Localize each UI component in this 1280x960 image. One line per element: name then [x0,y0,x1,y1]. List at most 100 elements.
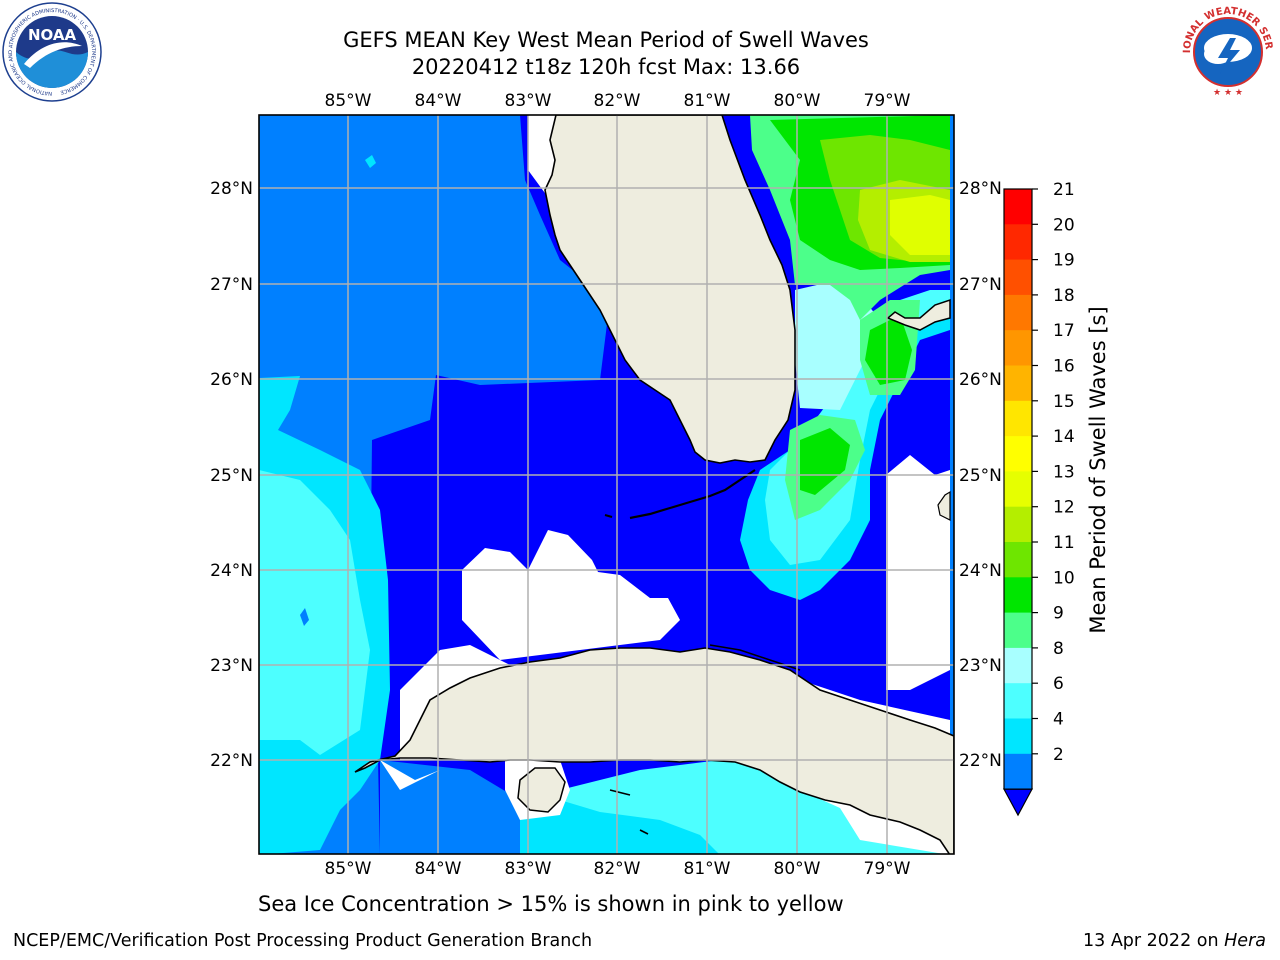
colorbar-swatch [1004,436,1032,472]
colorbar-tick-label: 13 [1053,462,1075,482]
colorbar-swatch [1004,577,1032,614]
colorbar-tick-label: 2 [1053,745,1064,765]
chart-title-line-1: GEFS MEAN Key West Mean Period of Swell … [343,28,869,52]
footer-date-text: 13 Apr 2022 on [1083,931,1225,951]
colorbar-swatch [1004,718,1032,755]
colorbar-swatch [1004,259,1032,296]
colorbar-tick-label: 16 [1053,357,1075,377]
lat-label-left: 25°N [210,466,253,486]
colorbar: 21 20 19 18 17 16 15 14 13 12 11 10 9 8 6 4 2 [1002,180,1075,817]
colorbar-tick-label: 18 [1053,286,1075,306]
lon-label-top: 81°W [684,91,731,111]
svg-text:NOAA: NOAA [28,26,77,44]
colorbar-tick-label: 4 [1053,710,1064,730]
field-6s-south [520,800,719,854]
lat-label-left: 27°N [210,275,253,295]
lat-label-right: 24°N [959,561,1002,581]
lat-label-right: 27°N [959,275,1002,295]
colorbar-tick-label: 10 [1053,568,1075,588]
map-area [259,115,954,854]
field-spot-west [300,608,309,626]
lon-label-bottom: 85°W [325,859,372,879]
lat-label-right: 25°N [959,466,1002,486]
lon-label-top: 83°W [505,91,552,111]
florida-keys-2 [604,514,613,518]
colorbar-swatch [1004,612,1032,649]
colorbar-swatch [1004,542,1032,578]
colorbar-label: Mean Period of Swell Waves [s] [1086,306,1110,634]
colorbar-swatch [1004,294,1032,331]
lat-label-left: 24°N [210,561,253,581]
lat-label-left: 22°N [210,751,253,771]
lat-label-right: 22°N [959,751,1002,771]
field-spot-north [365,155,376,168]
colorbar-tick-label: 14 [1053,427,1075,447]
lon-label-bottom: 83°W [505,859,552,879]
colorbar-tick-label: 9 [1053,604,1064,624]
colorbar-tick-label: 15 [1053,392,1075,412]
gridlines [259,115,954,854]
lat-labels-right: 28°N 27°N 26°N 25°N 24°N 23°N 22°N [959,179,1002,771]
lon-label-bottom: 84°W [415,859,462,879]
lon-label-top: 82°W [594,91,641,111]
lat-label-right: 28°N [959,179,1002,199]
nodata-east [886,455,950,690]
field-11s-mid [865,315,912,385]
lon-label-top: 84°W [415,91,462,111]
svg-text:★ ★ ★: ★ ★ ★ [1213,88,1243,98]
lon-label-bottom: 82°W [594,859,641,879]
colorbar-extend-arrow [1002,788,1034,817]
colorbar-swatch [1004,753,1032,790]
lon-label-top: 79°W [864,91,911,111]
florida-land [544,115,796,464]
colorbar-tick-label: 21 [1053,180,1075,200]
sea-ice-caption: Sea Ice Concentration > 15% is shown in … [258,892,844,916]
colorbar-swatch [1004,683,1032,719]
field-14s-north [890,195,950,255]
colorbar-swatch [1004,365,1032,402]
isla-juventud [517,767,566,813]
lon-label-bottom: 80°W [774,859,821,879]
colorbar-swatch [1004,647,1032,684]
bahamas-andros [937,490,951,521]
colorbar-swatch [1004,506,1032,543]
florida-keys [629,469,756,520]
map-frame [258,114,955,855]
chart-title-line-2: 20220412 t18z 120h fcst Max: 13.66 [411,55,801,79]
footer-credit: NCEP/EMC/Verification Post Processing Pr… [13,931,593,951]
lon-labels-bottom: 85°W 84°W 83°W 82°W 81°W 80°W 79°W [325,859,911,879]
lat-label-left: 26°N [210,370,253,390]
colorbar-swatch [1004,330,1032,366]
lon-label-bottom: 81°W [684,859,731,879]
lon-label-top: 85°W [325,91,372,111]
lat-label-left: 23°N [210,656,253,676]
footer-host: Hera [1224,931,1266,951]
lat-label-right: 26°N [959,370,1002,390]
colorbar-swatch [1004,471,1032,508]
colorbar-tick-label: 20 [1053,215,1075,235]
lat-label-right: 23°N [959,656,1002,676]
colorbar-tick-label: 8 [1053,639,1064,659]
lat-label-left: 28°N [210,179,253,199]
lon-label-bottom: 79°W [864,859,911,879]
lat-labels-left: 28°N 27°N 26°N 25°N 24°N 23°N 22°N [210,179,253,771]
colorbar-tick-label: 11 [1053,533,1075,553]
noaa-logo: NOAA NATIONAL OCEANIC AND ATMOSPHERIC AD… [2,2,102,102]
nodata-south-1 [380,760,440,790]
colorbar-tick-label: 6 [1053,674,1064,694]
colorbar-swatch [1004,189,1032,225]
colorbar-tick-label: 17 [1053,321,1075,341]
colorbar-swatch [1004,400,1032,437]
nodata-shelf-1 [462,530,680,660]
colorbar-frame [1003,188,1033,790]
lon-label-top: 80°W [774,91,821,111]
colorbar-tick-label: 12 [1053,498,1075,518]
field-8s-west [259,470,370,755]
footer-date: 13 Apr 2022 on Hera [1083,931,1266,951]
colorbar-swatch [1004,224,1032,261]
field-11s-south [800,428,850,495]
bahamas-north [886,298,951,331]
colorbar-tick-label: 19 [1053,251,1075,271]
lon-labels-top: 85°W 84°W 83°W 82°W 81°W 80°W 79°W [325,91,911,111]
